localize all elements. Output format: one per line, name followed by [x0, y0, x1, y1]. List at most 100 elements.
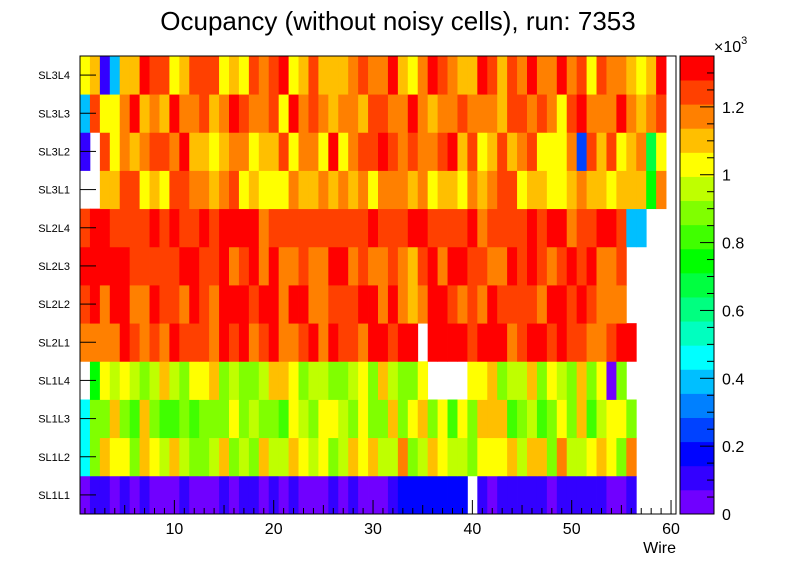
heatmap-cell: [298, 132, 309, 171]
heatmap-cell: [546, 361, 558, 400]
heatmap-cell: [467, 285, 478, 324]
heatmap-cell: [368, 437, 379, 477]
heatmap-cell: [576, 94, 587, 133]
heatmap-cell: [189, 132, 200, 171]
heatmap-cell: [517, 56, 528, 95]
heatmap-cell: [397, 246, 409, 286]
heatmap-cell: [149, 132, 160, 171]
heatmap-cell: [407, 94, 419, 133]
heatmap-cell: [387, 475, 399, 515]
heatmap-cell: [407, 437, 419, 477]
heatmap-cell: [119, 170, 131, 210]
heatmap-cell: [606, 475, 617, 515]
heatmap-cell: [288, 437, 299, 477]
heatmap-cell: [507, 475, 518, 515]
heatmap-cell: [139, 170, 150, 210]
heatmap-cell: [397, 323, 409, 362]
heatmap-cell: [139, 94, 150, 133]
color-scale-swatch: [680, 248, 714, 274]
heatmap-cell: [199, 208, 210, 248]
heatmap-cell: [318, 132, 329, 171]
heatmap-cell: [238, 437, 250, 477]
heatmap-cell: [497, 208, 508, 248]
heatmap-cell: [189, 361, 200, 400]
heatmap-cell: [447, 323, 458, 362]
heatmap-cell: [536, 475, 548, 515]
heatmap-cell: [99, 399, 111, 439]
heatmap-cell: [179, 132, 190, 171]
heatmap-cell: [248, 323, 260, 362]
heatmap-cell: [328, 285, 339, 324]
color-scale-swatch: [680, 56, 714, 81]
heatmap-cell: [248, 475, 260, 515]
heatmap-cell: [378, 323, 389, 362]
heatmap-cell: [288, 208, 299, 248]
heatmap-cell: [238, 399, 250, 439]
heatmap-cell: [487, 399, 498, 439]
heatmap-cell: [149, 208, 160, 248]
heatmap-cell: [129, 132, 140, 171]
heatmap-cell: [348, 94, 359, 133]
heatmap-cell: [378, 399, 389, 439]
z-tick-label: 0.8: [722, 236, 744, 253]
heatmap-cell: [268, 94, 280, 133]
heatmap-cell: [487, 475, 498, 515]
heatmap-cell: [278, 170, 289, 210]
heatmap-cell: [238, 361, 250, 400]
heatmap-cell: [566, 323, 578, 362]
heatmap-cell: [219, 56, 230, 95]
heatmap-cell: [606, 437, 617, 477]
heatmap-cell: [139, 323, 150, 362]
heatmap-cell: [199, 132, 210, 171]
heatmap-cell: [447, 94, 458, 133]
heatmap-cell: [169, 285, 180, 324]
heatmap-cell: [219, 246, 230, 286]
heatmap-cell: [477, 56, 488, 95]
heatmap-cell: [99, 475, 111, 515]
heatmap-cell: [566, 475, 578, 515]
heatmap-cell: [407, 56, 419, 95]
heatmap-cell: [328, 94, 339, 133]
heatmap-cell: [527, 132, 538, 171]
heatmap-cell: [189, 323, 200, 362]
heatmap-cell: [119, 437, 131, 477]
heatmap-cell: [447, 170, 458, 210]
heatmap-cell: [576, 208, 587, 248]
heatmap-cell: [378, 208, 389, 248]
heatmap-cell: [427, 94, 438, 133]
z-tick-label: 0.4: [722, 371, 744, 388]
heatmap-cell: [278, 56, 289, 95]
heatmap-cell: [527, 285, 538, 324]
heatmap-cell: [507, 323, 518, 362]
heatmap-cell: [586, 361, 597, 400]
heatmap-cell: [209, 285, 220, 324]
heatmap-cell: [477, 170, 488, 210]
heatmap-cell: [517, 208, 528, 248]
heatmap-cell: [169, 170, 180, 210]
heatmap-cell: [616, 94, 627, 133]
heatmap-cell: [278, 94, 289, 133]
heatmap-cell: [477, 361, 488, 400]
heatmap-cell: [159, 170, 170, 210]
heatmap-cell: [109, 56, 121, 95]
heatmap-cell: [248, 246, 260, 286]
heatmap-cell: [219, 361, 230, 400]
heatmap-cell: [566, 132, 578, 171]
y-tick-label: SL3L3: [38, 108, 70, 120]
heatmap-cell: [149, 56, 160, 95]
heatmap-cell: [179, 399, 190, 439]
heatmap-cell: [586, 246, 597, 286]
heatmap-cell: [447, 399, 458, 439]
heatmap-cell: [536, 246, 548, 286]
z-tick-label: 0: [722, 507, 731, 524]
heatmap-cell: [278, 132, 289, 171]
heatmap-cell: [348, 361, 359, 400]
heatmap-cell: [586, 132, 597, 171]
y-tick-label: SL2L4: [38, 223, 70, 235]
heatmap-cell: [437, 285, 448, 324]
heatmap-cell: [308, 361, 319, 400]
heatmap-cell: [507, 170, 518, 210]
heatmap-cell: [636, 94, 647, 133]
heatmap-cell: [576, 132, 587, 171]
heatmap-cell: [527, 399, 538, 439]
